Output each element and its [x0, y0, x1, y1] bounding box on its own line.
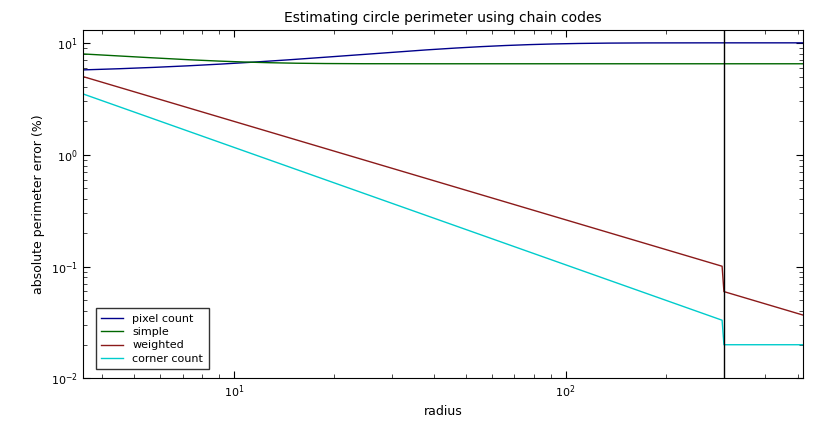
corner count	[78, 91, 88, 96]
pixel count	[797, 40, 807, 46]
corner count	[797, 342, 807, 347]
simple	[615, 61, 625, 66]
Line: pixel count: pixel count	[83, 43, 802, 70]
Line: corner count: corner count	[83, 94, 802, 345]
Title: Estimating circle perimeter using chain codes: Estimating circle perimeter using chain …	[284, 11, 601, 25]
Line: weighted: weighted	[83, 77, 802, 315]
weighted	[704, 260, 714, 265]
corner count	[758, 342, 767, 347]
simple	[797, 61, 807, 66]
Line: simple: simple	[83, 54, 802, 64]
simple	[705, 61, 715, 66]
weighted	[78, 74, 88, 79]
pixel count	[704, 40, 714, 46]
pixel count	[327, 54, 337, 59]
weighted	[358, 157, 368, 163]
pixel count	[318, 55, 328, 60]
corner count	[327, 180, 337, 185]
corner count	[471, 230, 480, 236]
pixel count	[358, 52, 368, 57]
pixel count	[757, 40, 767, 46]
corner count	[318, 176, 328, 181]
simple	[318, 61, 328, 66]
simple	[327, 61, 337, 66]
weighted	[471, 190, 480, 196]
pixel count	[78, 68, 88, 73]
weighted	[757, 301, 767, 306]
simple	[471, 61, 480, 66]
simple	[78, 51, 88, 56]
Y-axis label: absolute perimeter error (%): absolute perimeter error (%)	[32, 114, 45, 294]
pixel count	[471, 44, 480, 49]
weighted	[327, 148, 337, 153]
X-axis label: radius: radius	[423, 405, 461, 418]
weighted	[318, 145, 328, 150]
simple	[358, 61, 368, 66]
corner count	[704, 313, 714, 318]
weighted	[797, 313, 807, 318]
corner count	[358, 191, 368, 196]
simple	[758, 61, 767, 66]
corner count	[718, 342, 728, 347]
Legend: pixel count, simple, weighted, corner count: pixel count, simple, weighted, corner co…	[95, 308, 208, 369]
